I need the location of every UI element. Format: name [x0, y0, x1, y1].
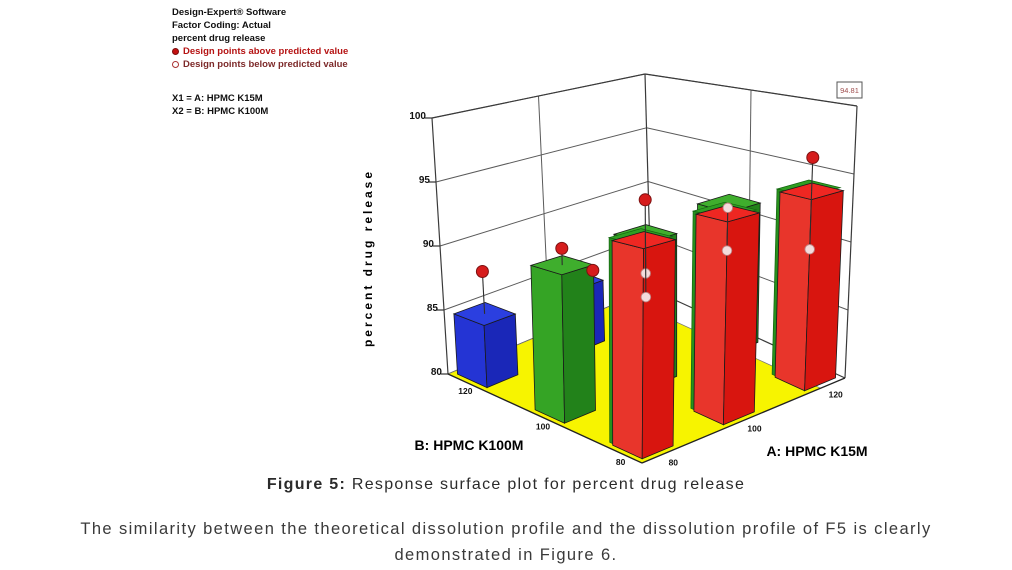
bar-top-face	[610, 231, 677, 250]
legend-software-title: Design-Expert® Software	[172, 7, 287, 18]
z-tick-label: 85	[427, 303, 439, 314]
design-point-stem	[726, 213, 729, 251]
z-tick-label: 95	[419, 175, 431, 186]
bar-left-face	[530, 264, 566, 424]
legend-block: Design-Expert® Software Factor Coding: A…	[172, 6, 348, 118]
a-tick-label: 100	[747, 424, 761, 434]
max-value-flag-label: 94.81	[840, 86, 859, 95]
a-tick-label: 80	[669, 458, 679, 468]
bar-top-face	[452, 301, 517, 326]
design-point-above	[555, 241, 569, 255]
max-value-flag	[836, 81, 863, 99]
filled-point-icon	[172, 48, 179, 55]
b-tick-label: 100	[536, 422, 550, 432]
body-paragraph: The similarity between the theoretical d…	[0, 516, 1012, 568]
open-point-icon	[172, 61, 179, 68]
bar-front-face	[483, 313, 519, 389]
design-point-above	[475, 265, 489, 278]
top-edge	[644, 73, 858, 107]
legend-factor-coding: Factor Coding: Actual	[172, 20, 271, 31]
design-point-above	[638, 193, 652, 207]
b-tick-label: 120	[458, 386, 472, 396]
legend-x2-factor: X2 = B: HPMC K100M	[172, 106, 269, 117]
body-line-1: The similarity between the theoretical d…	[80, 520, 932, 538]
design-point-stem	[644, 233, 647, 298]
figure-caption-text: Response surface plot for percent drug r…	[346, 476, 746, 493]
design-point-below	[721, 245, 733, 256]
right-corner-edge	[844, 105, 858, 379]
figure-caption: Figure 5: Response surface plot for perc…	[0, 476, 1012, 494]
legend-points-below-label: Design points below predicted value	[183, 59, 348, 70]
bar-left-face	[693, 213, 728, 426]
legend-points-above-label: Design points above predicted value	[183, 46, 349, 57]
z-tick-label: 90	[423, 239, 435, 250]
body-line-2: demonstrated in Figure 6.	[394, 546, 618, 564]
design-point-above	[806, 151, 820, 164]
bar-front-face	[722, 212, 760, 426]
design-point-stem	[481, 271, 486, 314]
legend-x1-factor: X1 = A: HPMC K15M	[172, 93, 263, 104]
z-tick-label: 100	[409, 111, 426, 122]
bar-left-face	[611, 240, 644, 460]
design-point-stem	[809, 191, 813, 250]
design-point-below	[640, 291, 652, 303]
b-axis-line	[447, 373, 643, 464]
bar-front-face	[561, 264, 596, 424]
a-axis-title: A: HPMC K15M	[766, 443, 867, 459]
a-axis-line	[641, 377, 846, 464]
z-tick-label: 80	[431, 367, 443, 378]
z-axis-title: percent drug release	[361, 169, 375, 347]
legend-points-above: Design points above predicted value	[172, 45, 348, 58]
legend-response-name: percent drug release	[172, 33, 266, 44]
b-tick-label: 80	[616, 457, 626, 467]
legend-points-below: Design points below predicted value	[172, 58, 348, 71]
design-point-below	[722, 202, 734, 214]
a-tick-label: 120	[829, 390, 843, 400]
design-point-below	[804, 244, 815, 255]
top-edge	[431, 73, 646, 119]
b-axis-title: B: HPMC K100M	[415, 437, 524, 453]
design-point-above	[586, 263, 600, 277]
figure-caption-label: Figure 5:	[266, 476, 347, 493]
